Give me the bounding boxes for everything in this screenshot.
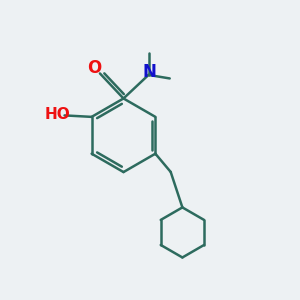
Text: HO: HO (44, 107, 70, 122)
Text: N: N (143, 63, 157, 81)
Text: O: O (88, 59, 102, 77)
